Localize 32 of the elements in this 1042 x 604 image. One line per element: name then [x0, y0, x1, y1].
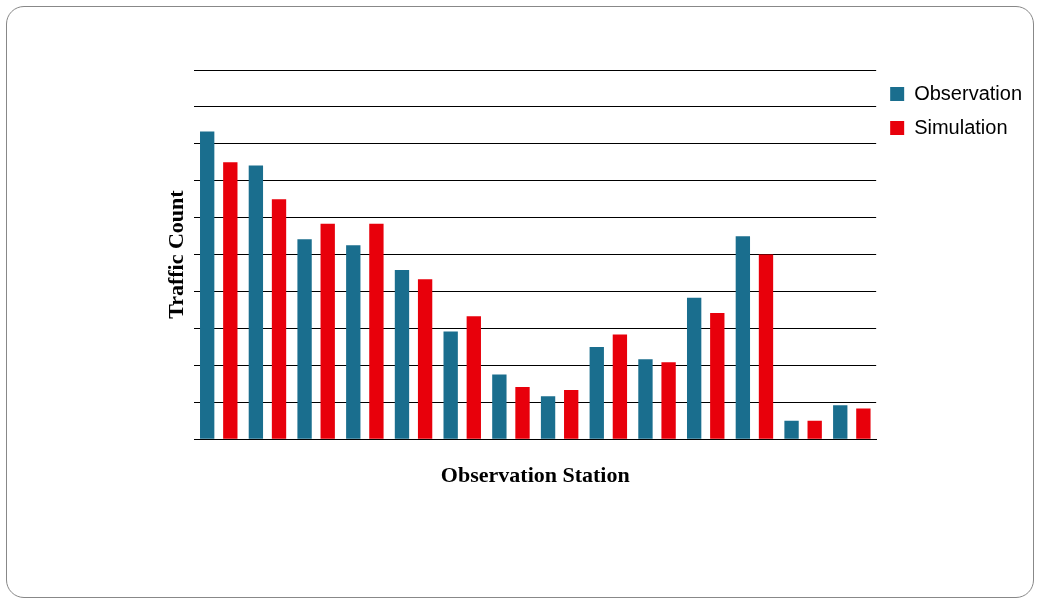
bar [638, 359, 653, 439]
bar [784, 420, 799, 439]
bar [417, 279, 433, 439]
bar [833, 405, 848, 439]
bar [394, 269, 410, 439]
bar [297, 239, 312, 439]
bar [758, 254, 774, 439]
bar [589, 346, 604, 439]
legend-label: Simulation [914, 115, 1008, 138]
bar [540, 396, 556, 439]
bar [661, 362, 676, 439]
bar [492, 374, 507, 439]
legend-label: Observation [914, 81, 1023, 104]
bar [515, 386, 530, 439]
bar [443, 331, 458, 439]
bar [564, 389, 579, 439]
bar [200, 131, 215, 439]
bar [320, 223, 335, 439]
bar [612, 334, 628, 439]
bar [466, 316, 481, 439]
bar [686, 297, 702, 439]
bar [856, 408, 871, 439]
bar [710, 313, 725, 439]
bar [369, 223, 384, 439]
bar [223, 162, 238, 439]
x-axis-title: Observation Station [440, 462, 630, 488]
bar [271, 199, 287, 439]
bar [346, 245, 361, 439]
bar [807, 420, 822, 439]
y-axis-title: Traffic Count [162, 189, 188, 319]
bar [735, 236, 751, 439]
bar [248, 165, 264, 439]
